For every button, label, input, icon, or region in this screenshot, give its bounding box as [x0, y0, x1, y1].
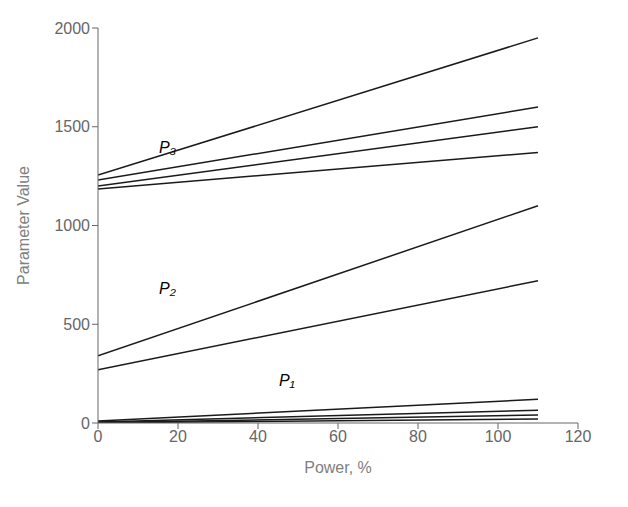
svg-text:P₃: P₃: [159, 139, 176, 156]
svg-text:500: 500: [63, 316, 90, 333]
svg-text:1000: 1000: [54, 217, 90, 234]
svg-text:40: 40: [249, 428, 267, 445]
svg-text:0: 0: [94, 428, 103, 445]
svg-text:2000: 2000: [54, 20, 90, 37]
svg-text:60: 60: [329, 428, 347, 445]
svg-text:20: 20: [169, 428, 187, 445]
svg-text:120: 120: [565, 428, 592, 445]
svg-text:1500: 1500: [54, 118, 90, 135]
svg-text:100: 100: [485, 428, 512, 445]
svg-text:P₂: P₂: [159, 280, 176, 297]
svg-text:P₁: P₁: [279, 372, 295, 389]
svg-text:Power, %: Power, %: [304, 459, 372, 476]
svg-text:Parameter Value: Parameter Value: [15, 166, 32, 285]
svg-text:80: 80: [409, 428, 427, 445]
svg-text:0: 0: [81, 415, 90, 432]
